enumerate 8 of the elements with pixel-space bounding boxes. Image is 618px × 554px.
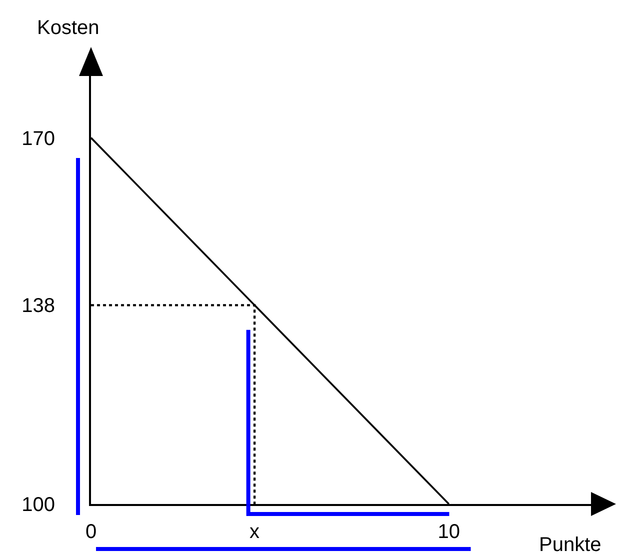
x-axis-title: Punkte <box>539 534 602 554</box>
y-tick-label: 138 <box>22 295 55 318</box>
y-tick-label: 170 <box>22 128 55 150</box>
y-axis-title: Kosten <box>37 17 100 39</box>
x-tick-label: 10 <box>438 521 460 543</box>
x-tick-label: 0 <box>85 521 97 543</box>
x-tick-label: x <box>250 521 260 543</box>
y-tick-label: 100 <box>22 494 55 516</box>
